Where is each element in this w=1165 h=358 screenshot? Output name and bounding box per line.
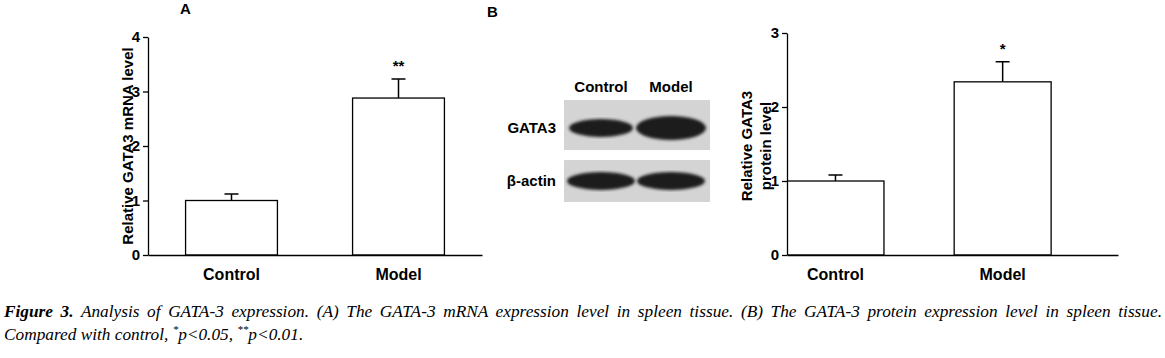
tick-mark (782, 181, 787, 182)
tick-label: Control (203, 266, 260, 283)
tick: 3 (771, 24, 787, 41)
tick-mark (782, 33, 787, 34)
blot-band (637, 172, 705, 190)
tick-mark (143, 200, 148, 201)
error-bar (225, 194, 239, 201)
error-bar (996, 62, 1010, 82)
tick-mark (143, 91, 148, 92)
tick-label: 3 (771, 24, 779, 41)
caption-label: Figure 3. (4, 302, 74, 321)
caption-note: p<0.01. (248, 325, 303, 344)
tick-mark (782, 255, 787, 256)
axis-line (788, 255, 1119, 256)
panel-label: A (180, 0, 191, 17)
lane-label: Model (649, 78, 692, 95)
tick: 0 (132, 246, 148, 263)
annotation: ** (393, 57, 405, 74)
row-label: β-actin (507, 172, 556, 189)
tick: 0 (771, 246, 787, 263)
x-axis: Control Model (788, 255, 1119, 283)
tick-label: Model (980, 266, 1026, 283)
bar (353, 98, 445, 255)
caption-mark: ** (237, 323, 248, 335)
tick: Control (203, 255, 260, 283)
caption-note: p<0.05, (178, 325, 237, 344)
plot-area (186, 79, 445, 255)
blot-membrane (564, 160, 710, 202)
axis-title: Relative GATA3protein level (738, 91, 774, 201)
blot-membrane (564, 100, 710, 150)
bar (186, 201, 278, 256)
tick: Control (807, 255, 864, 283)
tick-label: Model (375, 266, 421, 283)
tick-label: Control (807, 266, 864, 283)
tick: Model (980, 255, 1026, 283)
axis-line (149, 255, 483, 256)
row-label: GATA3 (507, 119, 556, 136)
caption-mark: * (173, 323, 179, 335)
blot-band (569, 119, 633, 137)
chart: 0123ControlModelRelative GATA3protein le… (487, 3, 1119, 283)
axis-title: Relative GATA3 mRNA level (119, 47, 136, 244)
plot-area (787, 62, 1051, 255)
caption-text: Analysis of GATA-3 expression. (A) The G… (4, 302, 1162, 344)
chart: 01234ControlModelRelative GATA3 mRNA lev… (119, 0, 483, 283)
tick-mark (143, 37, 148, 38)
bar (954, 82, 1051, 255)
bar (787, 181, 884, 255)
tick-label: 0 (132, 246, 140, 263)
tick-mark (782, 107, 787, 108)
tick-label: 4 (132, 28, 141, 45)
blot-band (636, 116, 706, 140)
tick: Model (375, 255, 421, 283)
tick-mark (143, 146, 148, 147)
annotation: * (1000, 40, 1006, 57)
lane-label: Control (574, 78, 627, 95)
error-bar (392, 79, 406, 98)
figure: 01234ControlModelRelative GATA3 mRNA lev… (0, 0, 1165, 358)
axis-line (787, 34, 788, 256)
caption: Figure 3. Analysis of GATA-3 expression.… (4, 300, 1162, 346)
blot-band (567, 172, 635, 190)
panel-label: B (487, 3, 498, 20)
error-bar (828, 175, 842, 181)
tick-label: 0 (771, 246, 779, 263)
tick: 4 (132, 28, 148, 45)
x-axis: Control Model (149, 255, 483, 283)
axis-line (148, 38, 149, 256)
tick-mark (143, 255, 148, 256)
blot: Control Model GATA3 β-actin (507, 78, 710, 202)
